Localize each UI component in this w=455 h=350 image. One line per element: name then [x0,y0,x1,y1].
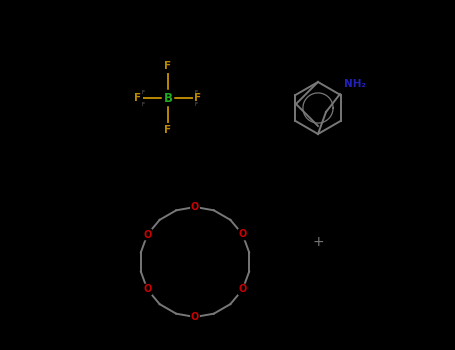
Text: O: O [191,202,199,212]
Text: +: + [312,235,324,249]
Text: F: F [142,102,145,106]
Text: F: F [194,93,201,103]
Text: F: F [194,102,197,106]
Text: O: O [238,230,247,239]
Text: F: F [164,125,172,135]
Text: F: F [134,93,141,103]
Text: F: F [164,61,172,71]
Text: F: F [194,90,197,95]
Text: O: O [143,230,152,239]
Text: B: B [163,91,172,105]
Text: NH₂: NH₂ [344,79,366,89]
Text: O: O [238,285,247,294]
Text: O: O [191,312,199,322]
Text: F: F [142,90,145,95]
Text: O: O [143,285,152,294]
